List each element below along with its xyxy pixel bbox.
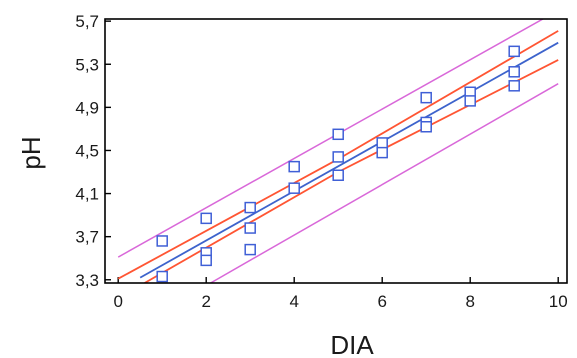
- x-axis-title: DIA: [330, 330, 374, 358]
- data-point: [244, 222, 256, 234]
- data-point: [200, 254, 212, 267]
- x-tick-label: 0: [113, 292, 122, 311]
- data-point: [464, 95, 476, 107]
- y-axis-title: pH: [16, 136, 46, 169]
- series-lines: [117, 19, 559, 283]
- x-tick-label: 10: [549, 292, 568, 311]
- data-point: [244, 201, 256, 214]
- data-point: [288, 182, 300, 194]
- y-tick-label: 5,7: [75, 12, 99, 31]
- data-point: [200, 212, 212, 225]
- data-point: [244, 243, 256, 256]
- data-point: [332, 128, 344, 141]
- data-points: [156, 45, 520, 283]
- x-tick-labels: 0 2 4 6 8 10: [113, 292, 567, 311]
- data-point: [156, 270, 168, 283]
- data-point: [376, 137, 388, 149]
- data-point: [156, 235, 168, 247]
- y-tick-label: 5,3: [75, 55, 99, 74]
- y-tick-label: 4,9: [75, 98, 99, 117]
- data-point: [508, 45, 520, 58]
- y-tick-label: 3,7: [75, 228, 99, 247]
- data-point: [376, 146, 388, 159]
- prediction-band-lower: [210, 83, 559, 283]
- plot-frame: [104, 18, 568, 284]
- data-point: [332, 169, 344, 181]
- y-tick-labels: 3,3 3,7 4,1 4,5 4,9 5,3 5,7: [75, 12, 99, 290]
- y-tick-label: 3,3: [75, 271, 99, 290]
- y-tick-label: 4,1: [75, 185, 99, 204]
- data-point: [508, 66, 520, 78]
- x-tick-label: 2: [201, 292, 210, 311]
- axis-ticks: [105, 20, 559, 283]
- data-point: [288, 160, 300, 173]
- data-point: [420, 91, 432, 104]
- y-tick-label: 4,5: [75, 141, 99, 160]
- fit-line: [139, 41, 559, 279]
- x-tick-label: 6: [377, 292, 386, 311]
- data-point: [332, 151, 344, 163]
- x-tick-label: 4: [289, 292, 298, 311]
- data-point: [420, 121, 432, 133]
- data-point: [508, 80, 520, 92]
- x-tick-label: 8: [465, 292, 474, 311]
